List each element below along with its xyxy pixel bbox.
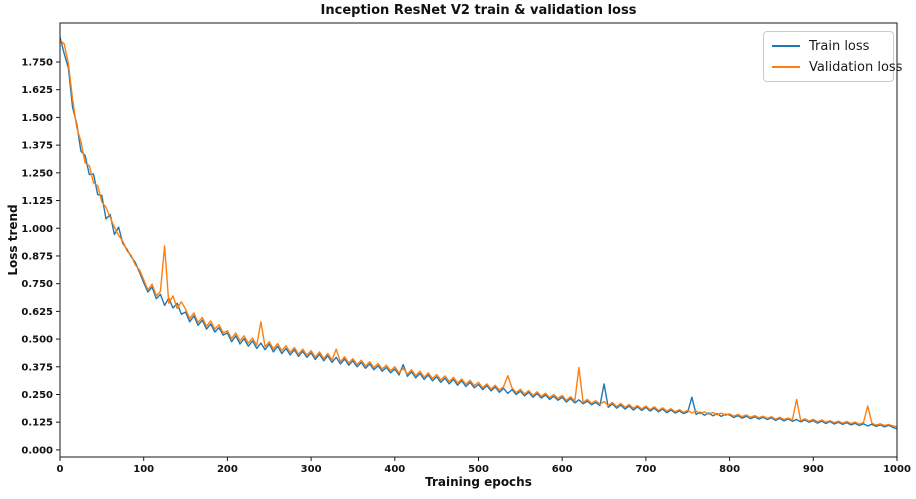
- plot-frame: [59, 22, 898, 458]
- x-tick-label: 700: [635, 464, 656, 475]
- y-tick-label: 0.500: [21, 335, 53, 346]
- y-tick-label: 1.000: [21, 224, 53, 235]
- legend: Train loss Validation loss: [763, 31, 902, 82]
- validation-loss-line: [59, 39, 898, 428]
- x-tick-label: 800: [719, 464, 740, 475]
- legend-entry-train-loss: Train loss: [772, 37, 885, 55]
- x-tick-label: 900: [803, 464, 824, 475]
- x-tick-label: 400: [384, 464, 405, 475]
- legend-entry-validation-loss: Validation loss: [772, 58, 902, 76]
- y-tick-label: 0.000: [21, 445, 53, 456]
- train-loss-line-swatch: [772, 44, 800, 48]
- y-tick-label: 0.375: [21, 362, 53, 373]
- x-tick-label: 300: [301, 464, 322, 475]
- x-tick-label: 0: [57, 464, 64, 475]
- legend-label-train-loss: Train loss: [809, 38, 870, 54]
- x-tick-label: 500: [468, 464, 489, 475]
- y-axis-label: Loss trend: [6, 204, 20, 276]
- y-tick-label: 1.750: [21, 58, 53, 69]
- y-tick-label: 1.625: [21, 85, 53, 96]
- legend-label-validation-loss: Validation loss: [809, 59, 903, 75]
- x-axis-label: Training epochs: [425, 475, 532, 489]
- y-tick-label: 1.125: [21, 196, 53, 207]
- y-tick-label: 1.375: [21, 141, 53, 152]
- validation-loss-line-swatch: [772, 65, 800, 69]
- y-tick-label: 1.500: [21, 113, 53, 124]
- y-tick-label: 0.250: [21, 390, 53, 401]
- x-tick-label: 600: [552, 464, 573, 475]
- y-tick-label: 0.125: [21, 418, 53, 429]
- y-tick-label: 0.625: [21, 307, 53, 318]
- train-loss-line: [59, 37, 898, 430]
- chart-title: Inception ResNet V2 train & validation l…: [320, 3, 637, 18]
- x-tick-label: 200: [217, 464, 238, 475]
- x-tick-label: 1000: [883, 464, 911, 475]
- y-tick-label: 1.250: [21, 168, 53, 179]
- y-tick-label: 0.750: [21, 279, 53, 290]
- y-tick-label: 0.875: [21, 251, 53, 262]
- x-tick-label: 100: [133, 464, 154, 475]
